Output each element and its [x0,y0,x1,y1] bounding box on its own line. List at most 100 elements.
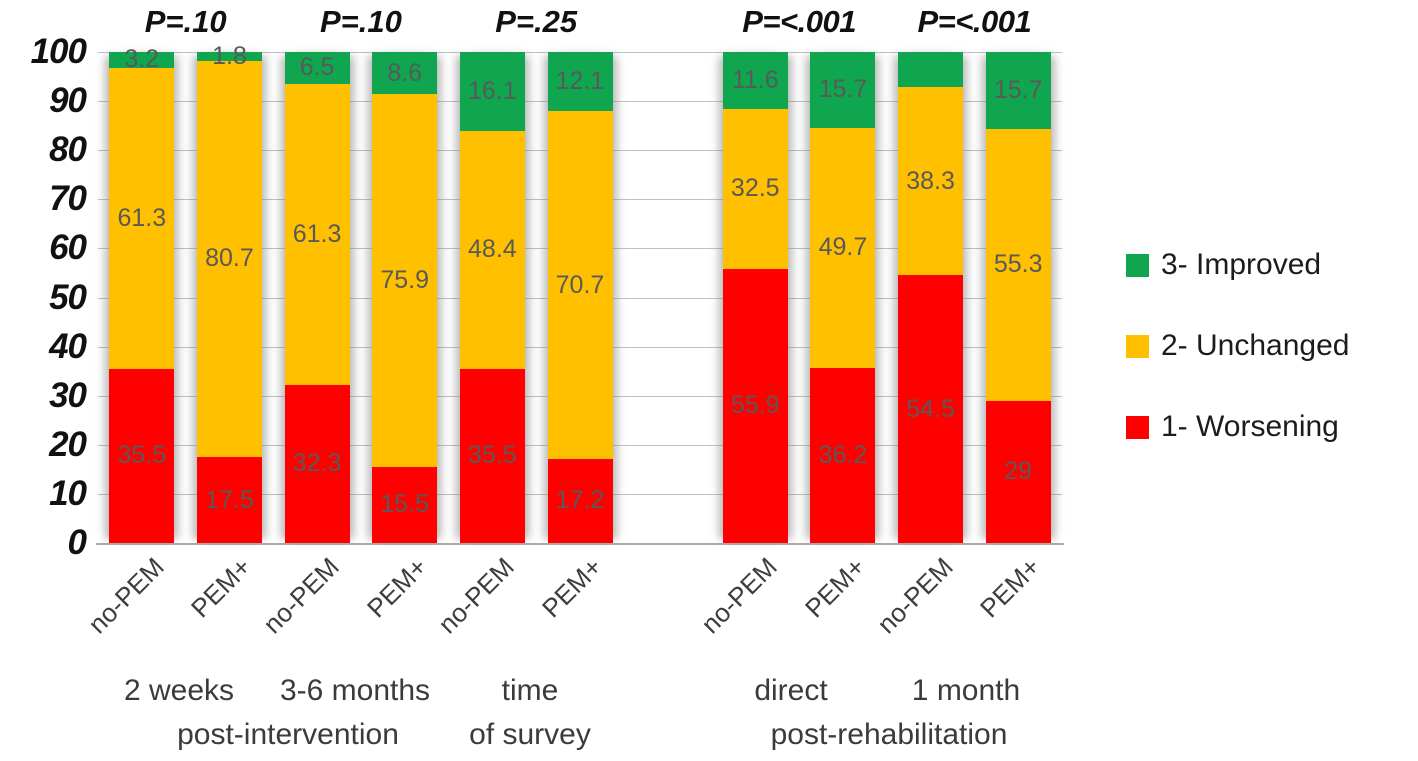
legend-swatch-worsening [1126,415,1149,439]
bar-segment-improved: 3.2 [109,47,175,72]
y-axis-tick: 20 [49,424,87,464]
bar-value-label: 15.5 [380,490,430,519]
group-label-3-6-months: 3-6 months [279,674,431,707]
bar-segment-unchanged: 32.5 [722,108,788,269]
bar-value-label: 6.5 [299,53,335,82]
bar-segment-worsening: 54.5 [898,275,964,543]
bar-segment-unchanged: 80.7 [196,60,262,458]
y-axis-tick: 0 [67,523,87,562]
bar-segment-improved: 6.5 [284,52,350,84]
bar-pem-: 17.5 80.7 1.8 [196,43,262,543]
p-value-label: P=<.001 [917,4,1032,39]
bar-segment-unchanged: 75.9 [372,94,438,467]
y-axis-tick: 80 [49,130,87,170]
bar-segment-worsening: 36.2 [810,368,876,543]
plot-area: 35.5 61.3 3.2 17.5 80.7 1.8 32.3 61.3 6.5 15.5 75.… [96,43,1064,545]
bar-segment-improved: 12.1 [547,52,613,112]
y-axis-tick: 30 [49,375,87,415]
bar-no-pem: 32.3 61.3 6.5 [284,52,350,543]
bar-value-label: 15.7 [818,75,868,104]
bar-segment-improved: 15.7 [810,52,876,128]
bar-segment-worsening: 55.9 [722,268,788,543]
p-value-label: P=.25 [495,4,578,39]
bar-segment-improved: 8.6 [372,52,438,95]
group-label-of-survey: of survey [469,718,591,751]
bar-no-pem: 35.5 48.4 16.1 [459,52,525,543]
p-value-label: P=.10 [319,4,402,39]
bar-value-label: 12.1 [555,67,605,96]
bar-value-label: 55.3 [993,250,1043,279]
bar-no-pem: 55.9 32.5 11.6 [722,52,788,543]
bar-value-label: 55.9 [730,391,780,420]
bar-segment-worsening: 35.5 [109,368,175,543]
y-axis-tick: 100 [30,32,87,71]
bar-segment-improved: 11.6 [722,52,788,109]
bar-value-label: 35.5 [468,441,517,470]
bar-segment-unchanged: 48.4 [459,131,525,369]
bar-value-label: 32.3 [292,449,342,478]
bar-pem-: 17.2 70.7 12.1 [547,52,613,543]
legend-label: 1- Worsening [1161,410,1339,443]
bar-value-label: 17.5 [205,485,254,514]
p-value-label: P=.10 [144,4,227,39]
group-label-1-month: 1 month [911,674,1021,707]
legend-swatch-improved [1126,253,1149,277]
bar-pem-: 36.2 49.7 15.7 [810,52,876,543]
group-label-post-intervention: post-intervention [177,718,399,751]
bar-segment-unchanged: 61.3 [284,83,350,385]
bar-value-label: 75.9 [380,266,430,295]
bar-value-label: 61.3 [117,203,167,232]
bar-segment-worsening: 29 [985,400,1051,543]
bar-value-label: 48.4 [468,235,517,264]
group-label-direct: direct [754,674,828,707]
bar-segment-unchanged: 55.3 [985,129,1051,401]
legend: 3- Improved 2- Unchanged 1- Worsening [1126,248,1349,444]
bar-segment-worsening: 15.5 [372,466,438,543]
bar-value-label: 29 [1004,457,1033,486]
bar-segment-worsening: 35.5 [459,368,525,543]
bar-segment-unchanged: 61.3 [109,67,175,369]
y-axis-tick: 60 [49,228,87,268]
bar-value-label: 61.3 [292,219,342,248]
group-label-time: time [501,674,559,707]
bar-no-pem: 35.5 61.3 3.2 [109,47,175,543]
bar-pem-: 15.5 75.9 8.6 [372,52,438,543]
bar-segment-improved: 1.8 [196,43,262,68]
bar-value-label: 32.5 [730,174,780,203]
bar-value-label: 11.6 [731,65,779,94]
bar-segment-improved: 15.7 [985,52,1051,130]
legend-label: 2- Unchanged [1161,329,1350,362]
group-label-post-rehabilitation: post-rehabilitation [770,718,1008,751]
y-axis-tick: 10 [49,473,87,513]
y-axis-tick: 70 [49,179,87,219]
bar-segment-unchanged: 38.3 [898,87,964,276]
legend-label: 3- Improved [1161,248,1322,281]
bar-value-label: 15.7 [993,76,1043,105]
bar-segment-worsening: 17.5 [196,457,262,543]
bar-value-label: 49.7 [818,233,868,262]
bar-segment-unchanged: 70.7 [547,111,613,459]
bar-value-label: 17.2 [555,486,605,515]
bar-value-label: 16.1 [468,77,517,106]
bar-value-label: 70.7 [555,270,605,299]
legend-item-worsening: 1- Worsening [1126,410,1349,444]
bar-segment-improved [898,52,964,88]
bar-segment-unchanged: 49.7 [810,127,876,369]
legend-item-improved: 3- Improved [1126,248,1349,282]
bar-value-label: 36.2 [818,441,868,470]
x-axis-line [96,543,1064,545]
bar-value-label: 1.8 [212,41,247,70]
bar-segment-worsening: 17.2 [547,458,613,543]
group-label-2-weeks: 2 weeks [123,674,235,707]
legend-item-unchanged: 2- Unchanged [1126,329,1349,363]
bar-segment-improved: 16.1 [459,52,525,132]
y-axis-tick: 50 [49,277,87,317]
y-axis-tick: 40 [49,326,87,366]
bar-no-pem: 54.5 38.3 [898,52,964,543]
legend-swatch-unchanged [1126,334,1149,358]
bar-pem-: 29 55.3 15.7 [985,52,1051,543]
bar-segment-worsening: 32.3 [284,384,350,543]
bar-value-label: 80.7 [205,244,254,273]
bar-value-label: 54.5 [906,394,955,423]
